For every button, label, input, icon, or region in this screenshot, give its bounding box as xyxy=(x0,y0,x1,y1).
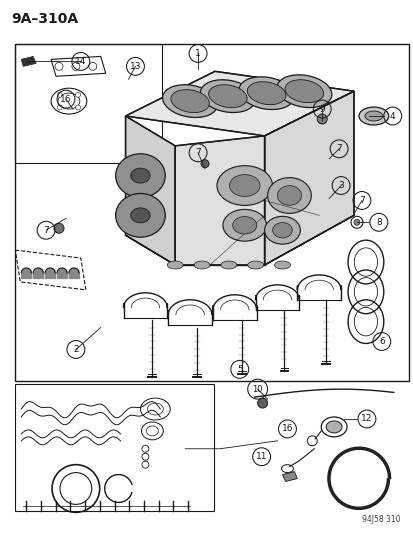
Ellipse shape xyxy=(247,261,263,269)
Bar xyxy=(15,44,408,381)
Ellipse shape xyxy=(276,75,331,108)
Ellipse shape xyxy=(200,80,255,112)
Ellipse shape xyxy=(171,90,209,112)
Ellipse shape xyxy=(358,107,388,125)
Polygon shape xyxy=(125,71,353,136)
Ellipse shape xyxy=(131,168,150,183)
Text: 6: 6 xyxy=(378,337,384,346)
Ellipse shape xyxy=(229,175,259,197)
Circle shape xyxy=(57,92,62,98)
Text: 5: 5 xyxy=(236,365,242,374)
Ellipse shape xyxy=(238,77,293,110)
Text: 16: 16 xyxy=(281,424,292,433)
Text: 3: 3 xyxy=(337,181,343,190)
Circle shape xyxy=(72,62,80,70)
Text: 7: 7 xyxy=(195,148,200,157)
Circle shape xyxy=(353,219,359,225)
Text: 11: 11 xyxy=(255,452,267,461)
Circle shape xyxy=(55,62,63,70)
Ellipse shape xyxy=(115,193,165,237)
Bar xyxy=(15,384,214,511)
Polygon shape xyxy=(282,472,297,481)
Ellipse shape xyxy=(131,208,150,223)
Polygon shape xyxy=(175,136,264,265)
Circle shape xyxy=(57,105,62,110)
Ellipse shape xyxy=(115,154,165,197)
Text: 7: 7 xyxy=(358,196,364,205)
Ellipse shape xyxy=(216,166,272,205)
Ellipse shape xyxy=(264,216,300,244)
Text: 9A–310A: 9A–310A xyxy=(11,12,78,26)
Ellipse shape xyxy=(272,223,292,238)
Text: 2: 2 xyxy=(73,345,78,354)
Ellipse shape xyxy=(162,85,217,117)
Text: 8: 8 xyxy=(375,218,381,227)
Circle shape xyxy=(54,223,64,233)
Text: 1: 1 xyxy=(195,49,200,58)
Polygon shape xyxy=(21,56,36,66)
Text: 14: 14 xyxy=(75,57,86,66)
Text: 12: 12 xyxy=(361,415,372,424)
Circle shape xyxy=(316,114,326,124)
Ellipse shape xyxy=(232,216,256,234)
Ellipse shape xyxy=(267,177,311,213)
Text: 10: 10 xyxy=(252,385,262,394)
Ellipse shape xyxy=(167,261,183,269)
Text: 94J58 310: 94J58 310 xyxy=(361,515,400,524)
Ellipse shape xyxy=(285,80,323,103)
Ellipse shape xyxy=(208,85,247,108)
Ellipse shape xyxy=(221,261,236,269)
Ellipse shape xyxy=(277,185,301,205)
Circle shape xyxy=(76,92,81,98)
Ellipse shape xyxy=(222,209,266,241)
Polygon shape xyxy=(125,116,175,265)
Ellipse shape xyxy=(364,111,382,121)
Ellipse shape xyxy=(247,82,285,104)
Text: 4: 4 xyxy=(389,111,394,120)
Text: 9: 9 xyxy=(318,104,324,114)
Ellipse shape xyxy=(325,421,341,433)
Circle shape xyxy=(257,398,267,408)
Ellipse shape xyxy=(194,261,209,269)
Text: 7: 7 xyxy=(335,144,341,154)
Text: 13: 13 xyxy=(129,62,141,71)
Text: 7: 7 xyxy=(43,226,49,235)
Circle shape xyxy=(76,105,81,110)
Ellipse shape xyxy=(274,261,290,269)
Polygon shape xyxy=(264,91,353,265)
Circle shape xyxy=(88,62,97,70)
Circle shape xyxy=(201,160,209,168)
Text: 16: 16 xyxy=(60,95,71,103)
Bar xyxy=(15,44,162,163)
